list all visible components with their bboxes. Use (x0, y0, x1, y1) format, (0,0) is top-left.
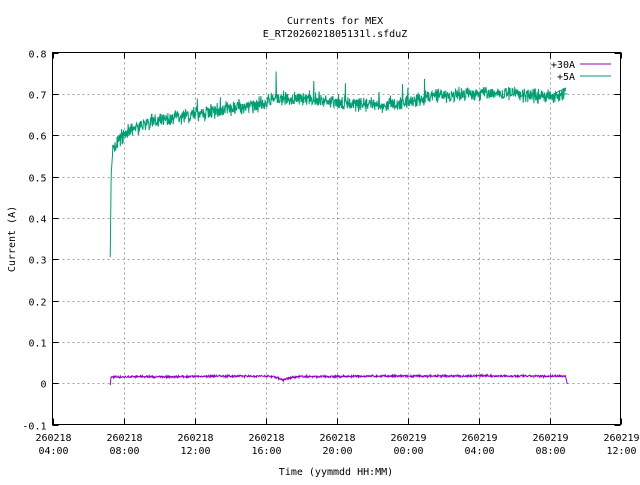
chart-subtitle: E_RT2026021805131l.sfduZ (263, 29, 408, 40)
legend-label: +5A (557, 72, 575, 83)
x-tick-time-label: 08:00 (535, 446, 565, 457)
y-tick-label: -0.1 (22, 422, 46, 433)
y-tick-label: 0.1 (28, 339, 46, 350)
y-tick-label: 0.5 (28, 174, 46, 185)
x-tick-date-label: 260218 (106, 433, 142, 444)
x-tick-date-label: 260219 (603, 433, 639, 444)
x-tick-date-label: 260218 (248, 433, 284, 444)
x-tick-date-label: 260218 (177, 433, 213, 444)
x-tick-date-label: 260219 (532, 433, 568, 444)
y-tick-label: 0.6 (28, 132, 46, 143)
x-axis-label: Time (yymmdd HH:MM) (279, 467, 393, 478)
x-tick-time-label: 12:00 (606, 446, 636, 457)
chart-title: Currents for MEX (287, 16, 383, 27)
y-tick-label: 0.7 (28, 91, 46, 102)
x-tick-time-label: 04:00 (464, 446, 494, 457)
series-layer (109, 71, 568, 386)
x-tick-date-label: 260218 (319, 433, 355, 444)
x-tick-date-label: 260219 (461, 433, 497, 444)
y-tick-label: 0.2 (28, 298, 46, 309)
grid-layer (52, 52, 621, 425)
x-tick-date-label: 260219 (390, 433, 426, 444)
x-tick-time-label: 12:00 (180, 446, 210, 457)
series-line-plus30a (109, 373, 568, 386)
x-tick-time-label: 04:00 (38, 446, 68, 457)
y-tick-label: 0.3 (28, 256, 46, 267)
series-line-plus5a (109, 71, 568, 258)
y-tick-label: 0.8 (28, 50, 46, 61)
y-axis-label: Current (A) (7, 206, 18, 272)
plot-frame (52, 52, 621, 425)
x-tick-time-label: 08:00 (109, 446, 139, 457)
y-tick-label: 0 (40, 380, 46, 391)
x-tick-time-label: 00:00 (393, 446, 423, 457)
legend: +30A+5A (551, 60, 611, 83)
x-tick-date-label: 260218 (35, 433, 71, 444)
x-tick-time-label: 16:00 (251, 446, 281, 457)
legend-label: +30A (551, 60, 575, 71)
tick-layer: -0.1 0 0.1 0.2 0.3 0.4 0.5 0.6 0.7 0.8 260218 04:00… (22, 50, 639, 458)
y-tick-label: 0.4 (28, 215, 46, 226)
x-tick-time-label: 20:00 (322, 446, 352, 457)
